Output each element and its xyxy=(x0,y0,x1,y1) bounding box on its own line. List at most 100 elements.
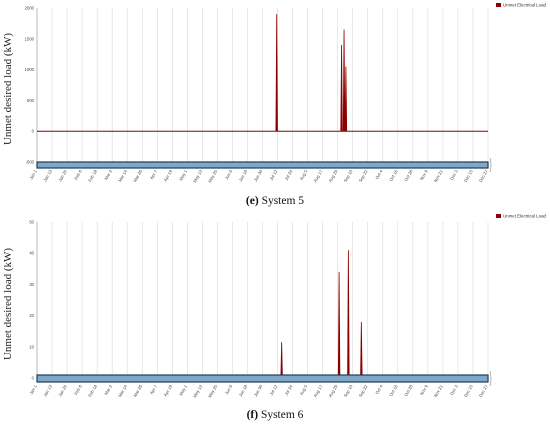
chart-svg-system-6: 50 40 30 20 10 0 Unmet desired load (kW) Jan 1 J… xyxy=(2,214,547,399)
x-tick-label: Dec 27 xyxy=(478,383,489,398)
y-tick-label: 40 xyxy=(29,251,34,256)
x-tick-label: Oct 28 xyxy=(403,383,414,397)
caption-system-5: (e) System 5 xyxy=(0,195,550,207)
x-tick-label: Sep 22 xyxy=(358,383,369,398)
x-tick-label: Nov 21 xyxy=(433,383,444,398)
legend-swatch xyxy=(496,3,501,7)
x-tick-label: Aug 29 xyxy=(328,383,339,398)
range-scrollbar xyxy=(36,161,489,169)
series-spike xyxy=(347,250,350,378)
x-tick-label: Aug 29 xyxy=(328,168,339,183)
x-tick-label: May 1 xyxy=(178,383,188,396)
x-tick-label: Jan 25 xyxy=(57,383,68,397)
x-tick-label: Jul 12 xyxy=(268,383,278,396)
x-tick-label: Apr 19 xyxy=(163,383,174,397)
legend-swatch xyxy=(496,214,501,218)
y-tick-label: 0 xyxy=(32,129,35,134)
x-tick-label: Dec 15 xyxy=(463,383,474,398)
x-tick-label: Sep 10 xyxy=(343,383,354,398)
x-tick-label: Oct 4 xyxy=(374,168,384,180)
caption-letter: (f) xyxy=(246,409,259,421)
x-tick-label: Apr 19 xyxy=(163,168,174,182)
x-tick-label: May 1 xyxy=(178,168,188,181)
x-tick-label: Mar 26 xyxy=(132,383,143,397)
x-tick-label: Sep 10 xyxy=(343,168,354,183)
x-tick-label: Jan 25 xyxy=(57,168,68,182)
x-tick-label: Mar 14 xyxy=(117,168,128,182)
caption-letter: (e) xyxy=(245,195,259,207)
x-tick-label: May 25 xyxy=(207,168,219,183)
x-tick-label: Mar 2 xyxy=(103,168,113,180)
x-tick-label: May 25 xyxy=(207,383,219,398)
scroll-handle-right xyxy=(489,157,492,173)
caption-text: System 5 xyxy=(258,195,305,207)
series-spike xyxy=(275,14,278,132)
x-tick-label: Jun 30 xyxy=(253,383,264,397)
range-scrollbar xyxy=(36,374,489,383)
x-tick-label: Dec 15 xyxy=(463,168,474,183)
chart-system-5: 2000 1500 1000 500 0 -500 Unmet desired load (… xyxy=(0,3,550,207)
x-tick-label: Aug 17 xyxy=(313,383,324,398)
x-tick-label: Oct 28 xyxy=(403,168,414,182)
x-tick-label: Jan 1 xyxy=(28,168,38,180)
x-tick-label: Oct 4 xyxy=(374,383,384,395)
series-spike xyxy=(342,29,346,132)
x-tick-label: Jun 6 xyxy=(224,383,234,395)
x-tick-label: Sep 22 xyxy=(358,168,369,183)
x-tick-label: Nov 9 xyxy=(419,383,429,396)
series-spike xyxy=(280,342,283,378)
x-tick-label: May 13 xyxy=(192,383,204,398)
x-tick-label: Mar 2 xyxy=(103,383,113,395)
x-tick-label: Apr 7 xyxy=(149,168,159,180)
x-tick-label: Jul 12 xyxy=(268,168,278,181)
x-tick-label: Mar 14 xyxy=(117,383,128,397)
x-tick-label: Jun 18 xyxy=(238,168,249,182)
x-tick-label: Nov 21 xyxy=(433,168,444,183)
y-tick-label: 1000 xyxy=(25,67,35,72)
y-tick-label: 20 xyxy=(29,313,34,318)
y-tick-label: 1500 xyxy=(25,36,35,41)
x-tick-label: Mar 26 xyxy=(132,168,143,182)
caption-system-6: (f) System 6 xyxy=(0,409,550,421)
x-tick-label: Feb 18 xyxy=(87,168,98,182)
chart-system-6: 50 40 30 20 10 0 Unmet desired load (kW) Jan 1 J… xyxy=(0,210,550,428)
x-tick-label: Apr 7 xyxy=(149,383,159,395)
y-tick-label: 500 xyxy=(27,98,35,103)
x-tick-label: Feb 18 xyxy=(87,383,98,397)
series-spike xyxy=(337,271,341,378)
x-tick-label: May 13 xyxy=(192,168,204,183)
x-tick-label: Oct 16 xyxy=(388,168,399,182)
x-tick-label: Jan 1 xyxy=(28,383,38,395)
series-spike xyxy=(344,66,348,132)
x-tick-label: Jun 18 xyxy=(238,383,249,397)
y-tick-label: -500 xyxy=(26,160,35,165)
series-spike xyxy=(340,44,343,132)
y-axis-title: Unmet desired load (kW) xyxy=(2,33,14,145)
scroll-handle-right xyxy=(489,370,492,387)
chart-svg-system-5: 2000 1500 1000 500 0 -500 Unmet desired load (… xyxy=(2,3,547,184)
series-spike xyxy=(360,321,363,378)
legend-label: Unmet Electrical Load xyxy=(503,214,547,219)
x-tick-label: Dec 3 xyxy=(449,383,459,396)
y-tick-label: 0 xyxy=(32,376,35,381)
x-tick-label: Feb 6 xyxy=(73,168,83,180)
legend-label: Unmet Electrical Load xyxy=(503,3,547,8)
y-tick-label: 2000 xyxy=(25,6,35,11)
x-tick-label: Feb 6 xyxy=(73,383,83,395)
x-tick-label: Jan 13 xyxy=(42,168,53,182)
x-tick-label: Aug 5 xyxy=(299,383,309,396)
x-tick-label: Jun 6 xyxy=(224,168,234,180)
x-tick-label: Oct 16 xyxy=(388,383,399,397)
x-tick-label: Aug 5 xyxy=(299,168,309,181)
x-tick-label: Nov 9 xyxy=(419,168,429,181)
x-tick-label: Jul 24 xyxy=(284,168,294,181)
x-tick-label: Jun 30 xyxy=(253,168,264,182)
y-tick-label: 30 xyxy=(29,282,34,287)
x-tick-label: Jul 24 xyxy=(284,383,294,396)
x-tick-label: Jan 13 xyxy=(42,383,53,397)
y-axis-title: Unmet desired load (kW) xyxy=(2,248,14,360)
y-tick-label: 10 xyxy=(29,344,34,349)
y-tick-label: 50 xyxy=(29,220,34,225)
x-tick-label: Dec 3 xyxy=(449,168,459,181)
x-tick-label: Aug 17 xyxy=(313,168,324,183)
